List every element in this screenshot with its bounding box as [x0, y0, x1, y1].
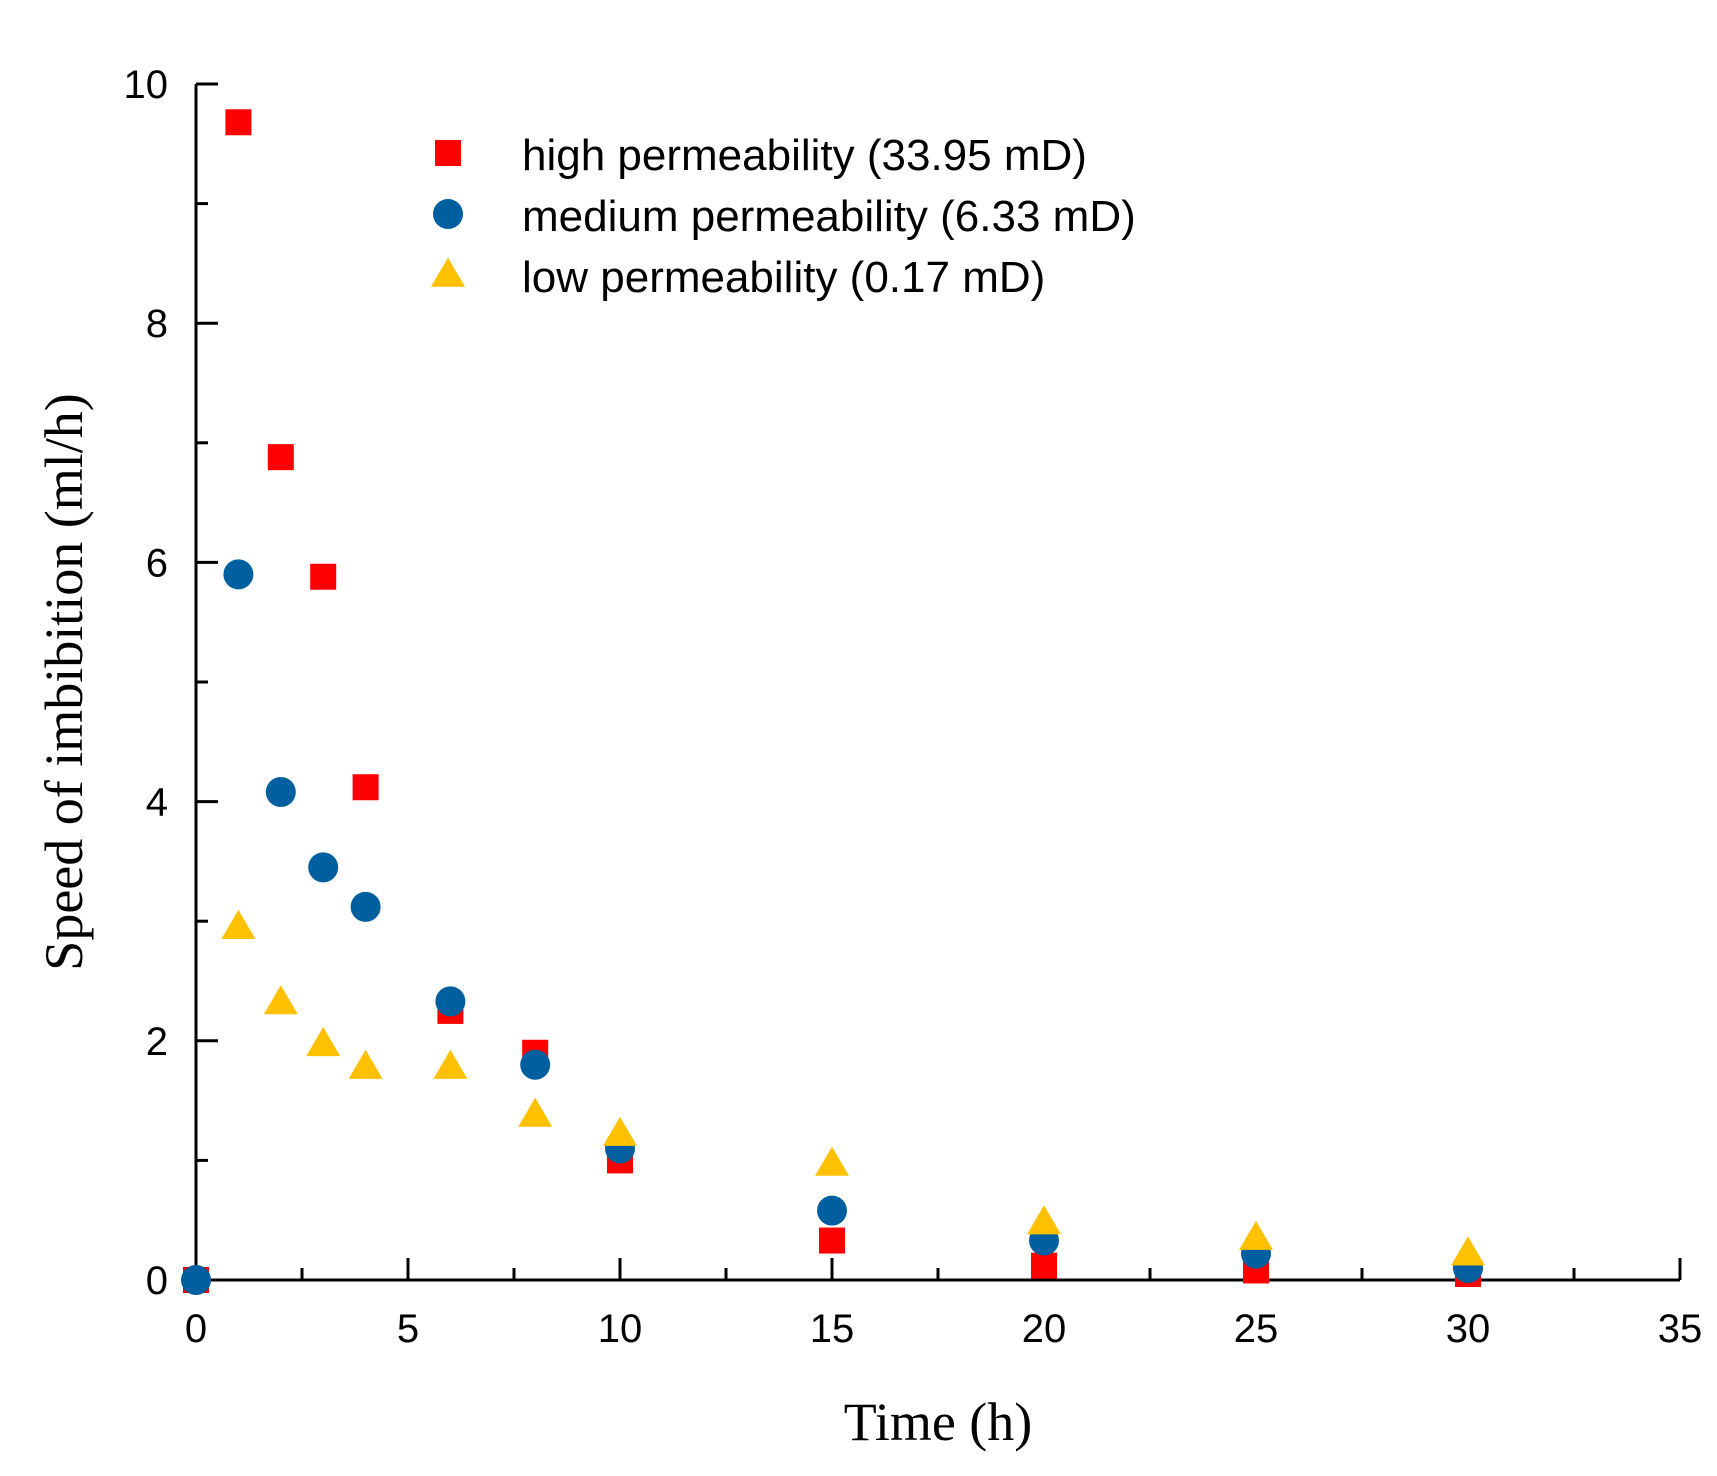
x-tick-label: 35 — [1658, 1307, 1703, 1351]
legend-label: low permeability (0.17 mD) — [522, 253, 1045, 302]
data-point — [310, 563, 337, 590]
y-tick-label: 10 — [124, 63, 169, 107]
x-tick-label: 20 — [1022, 1307, 1067, 1351]
x-tick-label: 5 — [397, 1307, 419, 1351]
data-point — [263, 985, 298, 1015]
data-point — [603, 1116, 637, 1146]
data-point — [518, 1097, 553, 1127]
data-point — [348, 1049, 383, 1079]
legend: high permeability (33.95 mD) medium perme… — [431, 131, 1136, 302]
data-point — [265, 777, 296, 808]
y-axis-title: Speed of imbibition (ml/h) — [34, 393, 94, 970]
y-tick-label: 0 — [146, 1259, 168, 1303]
data-point — [181, 1265, 211, 1295]
series-triangle — [221, 909, 1485, 1266]
data-point — [1451, 1236, 1485, 1266]
data-point — [1239, 1220, 1273, 1250]
series-circle — [181, 559, 1483, 1295]
y-tick-label: 6 — [146, 541, 168, 585]
x-tick-label: 10 — [598, 1307, 643, 1351]
legend-marker-square — [435, 140, 461, 166]
y-tick-label: 2 — [146, 1020, 168, 1064]
y-tick-label: 8 — [146, 302, 168, 346]
legend-marker-triangle — [431, 257, 465, 287]
data-point — [433, 1049, 468, 1079]
data-point — [817, 1195, 847, 1226]
legend-marker-circle — [433, 199, 463, 229]
legend-entry: medium permeability (6.33 mD) — [433, 192, 1136, 241]
data-point — [819, 1227, 845, 1254]
data-point — [225, 109, 252, 136]
data-markers — [181, 109, 1485, 1295]
legend-entry: low permeability (0.17 mD) — [431, 253, 1045, 302]
data-point — [1027, 1205, 1061, 1235]
tick-labels: 0 5 10 15 20 25 30 35 0 2 4 6 8 10 — [124, 63, 1703, 1351]
data-point — [1031, 1252, 1057, 1279]
x-axis-title: Time (h) — [844, 1392, 1033, 1452]
data-point — [221, 909, 256, 939]
data-point — [308, 852, 339, 883]
x-tick-label: 30 — [1446, 1307, 1491, 1351]
x-tick-label: 15 — [810, 1307, 855, 1351]
data-point — [350, 891, 381, 922]
legend-entry: high permeability (33.95 mD) — [435, 131, 1087, 180]
data-point — [352, 774, 379, 801]
legend-label: high permeability (33.95 mD) — [522, 131, 1087, 180]
x-tick-label: 25 — [1234, 1307, 1279, 1351]
data-point — [223, 559, 254, 590]
data-point — [267, 444, 294, 471]
x-tick-label: 0 — [185, 1307, 207, 1351]
data-point — [815, 1146, 849, 1176]
data-point — [520, 1049, 551, 1080]
legend-label: medium permeability (6.33 mD) — [522, 192, 1136, 241]
y-tick-label: 4 — [146, 781, 168, 825]
data-point — [435, 986, 466, 1017]
data-point — [306, 1027, 341, 1057]
